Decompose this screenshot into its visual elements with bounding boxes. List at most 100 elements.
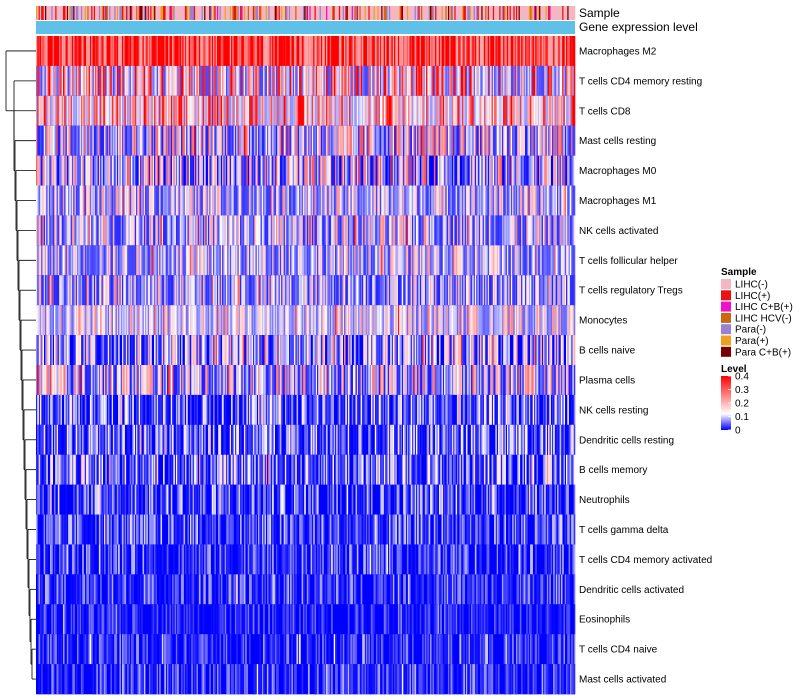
heatmap-cell: [190, 305, 192, 336]
heatmap-cell: [346, 305, 349, 336]
heatmap-cell: [495, 305, 498, 336]
heatmap-cell: [509, 125, 512, 156]
heatmap-cell: [318, 335, 320, 366]
heatmap-cell: [459, 36, 462, 67]
sample-annotation-cell: [336, 6, 338, 20]
heatmap-cell: [130, 335, 133, 366]
heatmap-cell: [190, 65, 192, 97]
heatmap-cell: [62, 245, 65, 276]
heatmap-cell: [105, 65, 107, 97]
heatmap-cell: [477, 245, 480, 276]
heatmap-cell: [347, 185, 350, 216]
heatmap-cell: [188, 155, 191, 186]
heatmap-cell: [232, 185, 234, 216]
heatmap-cell: [426, 95, 428, 127]
heatmap-cell: [455, 185, 458, 216]
heatmap-cell: [197, 185, 200, 216]
heatmap-row: [36, 245, 576, 276]
heatmap-cell: [91, 95, 93, 127]
heatmap-cell: [148, 95, 151, 127]
heatmap-cell: [405, 245, 408, 276]
heatmap-cell: [177, 155, 179, 186]
heatmap-cell: [356, 275, 359, 306]
heatmap-cell: [177, 305, 179, 336]
heatmap-cell: [92, 125, 95, 156]
heatmap-cell: [446, 335, 449, 366]
heatmap-cell: [390, 125, 392, 156]
heatmap-cell: [220, 65, 223, 97]
heatmap-cell: [454, 275, 456, 306]
heatmap-cell: [292, 125, 295, 156]
heatmap-cell: [473, 215, 476, 246]
heatmap-cell: [536, 335, 539, 366]
heatmap-cell: [352, 245, 355, 276]
heatmap-cell: [93, 95, 96, 127]
heatmap-cell: [566, 65, 568, 97]
heatmap-cell: [154, 95, 156, 127]
heatmap-cell: [383, 155, 386, 186]
heatmap-cell: [409, 65, 412, 97]
heatmap-cell: [299, 275, 301, 306]
heatmap-cell: [368, 155, 370, 186]
heatmap-cell: [290, 245, 292, 276]
sample-annotation-cell: [344, 6, 346, 20]
heatmap-cell: [399, 275, 401, 306]
heatmap-cell: [328, 245, 331, 276]
heatmap-cell: [172, 65, 174, 97]
heatmap-cell: [364, 275, 367, 306]
heatmap-cell: [184, 36, 187, 67]
heatmap-cell: [147, 305, 150, 336]
heatmap-cell: [530, 95, 532, 127]
heatmap-cell: [449, 305, 451, 336]
heatmap-cell: [299, 65, 301, 97]
heatmap-cell: [503, 125, 505, 156]
heatmap-cell: [183, 305, 186, 336]
heatmap-cell: [447, 185, 450, 216]
heatmap-cell: [401, 215, 404, 246]
heatmap-cell: [274, 335, 277, 366]
heatmap-cell: [292, 95, 295, 127]
heatmap-cell: [390, 36, 392, 67]
heatmap-cell: [236, 95, 238, 127]
heatmap-cell: [311, 36, 314, 67]
heatmap-cell: [47, 65, 50, 97]
sample-annotation-cell: [328, 6, 331, 20]
heatmap-cell: [462, 155, 464, 186]
heatmap-cell: [429, 36, 432, 67]
heatmap-cell: [53, 95, 56, 127]
sample-annotation-cell: [165, 6, 168, 20]
heatmap-cell: [51, 125, 53, 156]
heatmap-cell: [124, 125, 127, 156]
heatmap-cell: [562, 155, 564, 186]
heatmap-cell: [130, 215, 133, 246]
heatmap-cell: [324, 305, 327, 336]
heatmap-cell: [338, 36, 341, 67]
heatmap-cell: [318, 185, 320, 216]
sample-annotation-cell: [219, 6, 222, 20]
heatmap-cell: [435, 125, 437, 156]
heatmap-cell: [351, 65, 354, 97]
heatmap-cell: [224, 215, 227, 246]
heatmap-cell: [326, 65, 328, 97]
sample-annotation-cell: [515, 6, 518, 20]
heatmap-cell: [252, 36, 255, 67]
heatmap-cell: [93, 215, 96, 246]
heatmap-cell: [261, 215, 264, 246]
heatmap-cell: [134, 36, 137, 67]
heatmap-cell: [228, 155, 231, 186]
sample-annotation-cell: [403, 6, 405, 20]
sample-annotation-cell: [545, 6, 548, 20]
heatmap-cell: [381, 95, 383, 127]
heatmap-cell: [418, 95, 421, 127]
sample-annotation-cell: [156, 6, 159, 20]
sample-annotation-cell: [296, 6, 299, 20]
heatmap-cell: [282, 185, 284, 216]
heatmap-cell: [557, 305, 559, 336]
heatmap-cell: [66, 125, 69, 156]
heatmap-cell: [467, 215, 469, 246]
heatmap-cell: [173, 275, 175, 306]
heatmap-cell: [258, 185, 260, 216]
heatmap-cell: [571, 185, 573, 216]
heatmap-cell: [405, 65, 408, 97]
heatmap-cell: [431, 245, 433, 276]
